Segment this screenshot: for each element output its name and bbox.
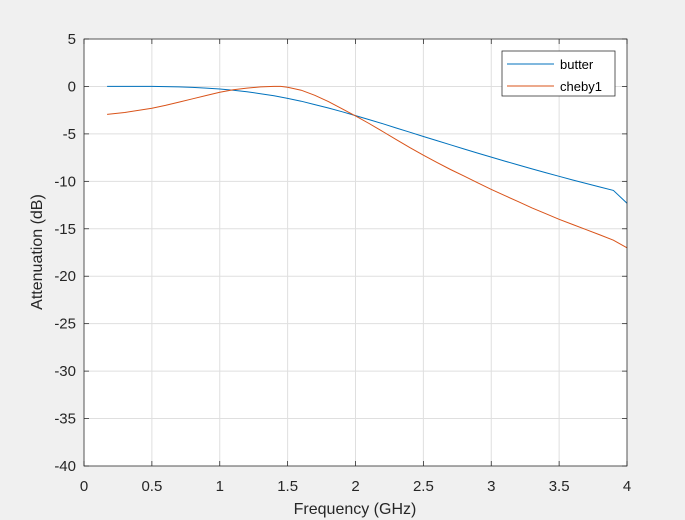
y-tick-label: -30 bbox=[54, 363, 76, 380]
y-tick-label: 5 bbox=[68, 31, 76, 48]
x-tick-label: 1 bbox=[216, 478, 224, 495]
series-lines bbox=[107, 85, 628, 249]
tick-marks bbox=[83, 38, 628, 467]
y-tick-label: -20 bbox=[54, 268, 76, 285]
legend-label-cheby1: cheby1 bbox=[560, 79, 602, 94]
y-tick-labels: -40 -35 -30 -25 -20 -15 -10 -5 0 5 bbox=[54, 31, 76, 475]
x-tick-label: 0.5 bbox=[141, 478, 162, 495]
x-axis-label: Frequency (GHz) bbox=[294, 501, 417, 518]
y-tick-label: -10 bbox=[54, 173, 76, 190]
y-tick-label: -35 bbox=[54, 411, 76, 428]
x-tick-label: 4 bbox=[623, 478, 631, 495]
legend-label-butter: butter bbox=[560, 57, 594, 72]
legend-box bbox=[501, 50, 616, 97]
y-tick-label: -40 bbox=[54, 458, 76, 475]
x-tick-label: 3.5 bbox=[549, 478, 570, 495]
series-line-butter bbox=[107, 85, 628, 204]
y-axis-label: Attenuation (dB) bbox=[29, 194, 46, 310]
x-tick-label: 2 bbox=[351, 478, 359, 495]
y-tick-label: -25 bbox=[54, 316, 76, 333]
y-tick-label: -5 bbox=[63, 126, 76, 143]
y-tick-label: 0 bbox=[68, 78, 76, 95]
series-line-cheby1 bbox=[107, 85, 628, 249]
x-tick-label: 3 bbox=[487, 478, 495, 495]
x-tick-label: 2.5 bbox=[413, 478, 434, 495]
x-tick-label: 1.5 bbox=[277, 478, 298, 495]
x-tick-labels: 0 0.5 1 1.5 2 2.5 3 3.5 4 bbox=[80, 478, 631, 495]
y-tick-label: -15 bbox=[54, 221, 76, 238]
x-tick-label: 0 bbox=[80, 478, 88, 495]
legend: butter cheby1 bbox=[501, 50, 616, 97]
